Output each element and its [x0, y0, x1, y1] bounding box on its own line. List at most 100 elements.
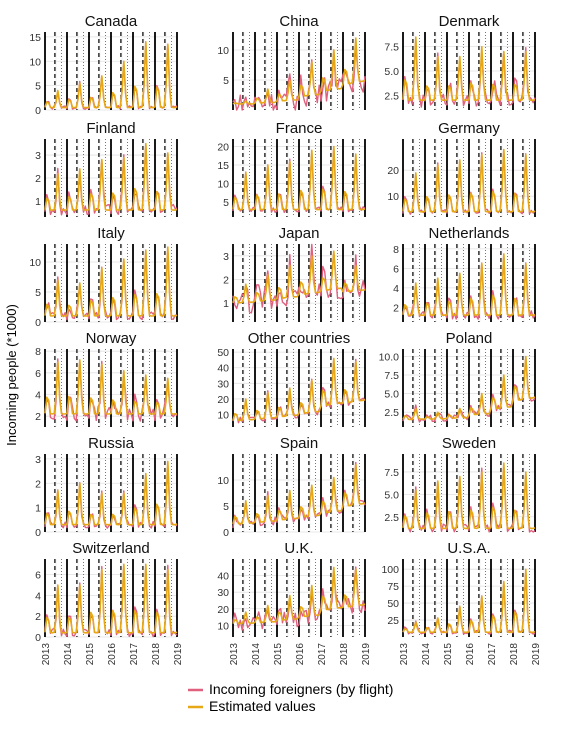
panel-u-s-a-: U.S.A. 25 50 75 100 2013 2014 2015 2016 2017 2018 2… — [381, 540, 542, 665]
series-line-foreigners — [44, 563, 178, 638]
series-line-foreigners — [44, 463, 178, 529]
y-tick-label: 1 — [35, 196, 41, 208]
panel-canada: Canada 0 5 10 15 — [29, 13, 178, 117]
panel-spain: Spain 0 5 10 — [217, 435, 366, 539]
y-tick-label: 10 — [387, 191, 399, 203]
y-tick-label: 1 — [35, 503, 41, 515]
x-tick-label: 2018 — [151, 643, 162, 666]
series-line-estimated — [44, 563, 178, 634]
y-tick-label: 10 — [217, 45, 229, 57]
y-tick-label: 2 — [35, 173, 41, 185]
legend-label-estimated: Estimated values — [209, 698, 316, 714]
panel-finland: Finland 1 2 3 — [35, 120, 178, 217]
panel-norway: Norway 2 4 6 8 — [35, 330, 178, 427]
x-tick-label: 2019 — [531, 643, 542, 666]
y-tick-label: 10 — [217, 410, 229, 422]
panel-netherlands: Netherlands 2 4 6 8 — [393, 225, 536, 322]
y-tick-label: 6 — [35, 368, 41, 380]
panel-grid: Canada051015China510Denmark2.55.07.5Finl… — [29, 13, 542, 665]
series-line-estimated — [44, 246, 178, 317]
x-tick-label: 2015 — [85, 643, 96, 666]
y-tick-label: 20 — [217, 394, 229, 406]
y-tick-label: 5 — [223, 197, 229, 209]
series-line-estimated — [232, 566, 366, 625]
panel-title: U.S.A. — [447, 540, 490, 557]
panel-title: Russia — [88, 435, 135, 452]
y-tick-label: 20 — [387, 165, 399, 177]
y-tick-label: 6 — [393, 263, 399, 275]
y-tick-label: 40 — [217, 363, 229, 375]
y-tick-label: 7.5 — [384, 42, 399, 54]
y-tick-label: 5 — [35, 287, 41, 299]
y-tick-label: 4 — [393, 283, 399, 295]
panel-title: Italy — [97, 225, 125, 242]
legend: Incoming foreigners (by flight) Estimate… — [188, 681, 393, 714]
series-line-estimated — [402, 253, 536, 316]
panel-title: Germany — [438, 120, 500, 137]
series-line-estimated — [402, 462, 536, 530]
y-tick-label: 30 — [217, 587, 229, 599]
x-tick-label: 2013 — [399, 643, 410, 666]
y-tick-label: 100 — [381, 564, 399, 576]
y-axis-title-container: Incoming people (*1000) — [4, 304, 19, 446]
panel-title: Denmark — [439, 13, 500, 30]
y-tick-label: 2.5 — [384, 90, 399, 102]
panel-title: Japan — [279, 225, 320, 242]
y-tick-label: 0 — [35, 317, 41, 329]
y-tick-label: 5.0 — [384, 389, 399, 401]
panel-title: Canada — [85, 13, 138, 30]
panel-title: Switzerland — [72, 540, 150, 557]
y-axis-title: Incoming people (*1000) — [4, 304, 19, 446]
y-tick-label: 5 — [223, 501, 229, 513]
y-tick-label: 2.5 — [384, 512, 399, 524]
panel-title: U.K. — [284, 540, 313, 557]
y-tick-label: 30 — [217, 378, 229, 390]
series-line-foreigners — [232, 44, 366, 111]
panel-title: Finland — [86, 120, 135, 137]
y-tick-label: 5.0 — [384, 66, 399, 78]
y-tick-label: 0 — [35, 105, 41, 117]
x-tick-label: 2014 — [251, 643, 262, 666]
panel-title: China — [279, 13, 319, 30]
y-tick-label: 6 — [35, 570, 41, 582]
y-tick-label: 10.0 — [379, 351, 400, 363]
y-tick-label: 50 — [387, 598, 399, 610]
y-tick-label: 4 — [35, 590, 41, 602]
panel-other-countries: Other countries 10 20 30 40 50 — [217, 330, 366, 427]
x-tick-label: 2016 — [107, 643, 118, 666]
series-line-estimated — [402, 148, 536, 213]
series-line-estimated — [44, 460, 178, 526]
x-tick-label: 2018 — [509, 643, 520, 666]
y-tick-label: 5.0 — [384, 489, 399, 501]
y-tick-label: 15 — [29, 32, 41, 44]
x-tick-label: 2017 — [317, 643, 328, 666]
panel-japan: Japan 1 2 3 — [223, 225, 366, 322]
series-line-estimated — [44, 142, 178, 211]
y-tick-label: 3 — [223, 251, 229, 263]
series-line-estimated — [232, 463, 366, 525]
panel-switzerland: Switzerland 0 2 4 6 2013 2014 2015 2016 2017 2018 2… — [35, 540, 184, 665]
y-tick-label: 3 — [35, 150, 41, 162]
x-tick-label: 2014 — [63, 643, 74, 666]
x-tick-label: 2013 — [41, 643, 52, 666]
x-tick-label: 2019 — [173, 643, 184, 666]
panel-sweden: Sweden 2.5 5.0 7.5 — [384, 435, 536, 533]
y-tick-label: 10 — [217, 179, 229, 191]
panel-title: Sweden — [442, 435, 496, 452]
panel-u-k-: U.K. 10 20 30 40 2013 2014 2015 2016 2017 2018 2019 — [217, 540, 372, 665]
series-line-estimated — [232, 250, 366, 304]
y-tick-label: 75 — [387, 581, 399, 593]
panel-title: Poland — [446, 330, 493, 347]
y-tick-label: 1 — [223, 298, 229, 310]
y-tick-label: 0 — [223, 527, 229, 539]
panel-title: France — [276, 120, 323, 137]
y-tick-label: 2 — [393, 302, 399, 314]
y-tick-label: 3 — [35, 454, 41, 466]
x-tick-label: 2015 — [273, 643, 284, 666]
y-tick-label: 4 — [35, 390, 41, 402]
panel-poland: Poland 2.5 5.0 7.5 10.0 — [379, 330, 536, 427]
y-tick-label: 50 — [217, 347, 229, 359]
panel-germany: Germany 10 20 — [387, 120, 536, 217]
series-line-foreigners — [232, 243, 366, 314]
